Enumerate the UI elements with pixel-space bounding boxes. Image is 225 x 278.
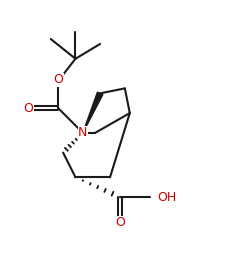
Text: O: O [53,73,63,86]
Text: OH: OH [157,190,176,203]
Text: O: O [24,102,34,115]
Text: N: N [78,126,88,139]
Polygon shape [83,92,103,133]
Text: O: O [115,217,125,229]
